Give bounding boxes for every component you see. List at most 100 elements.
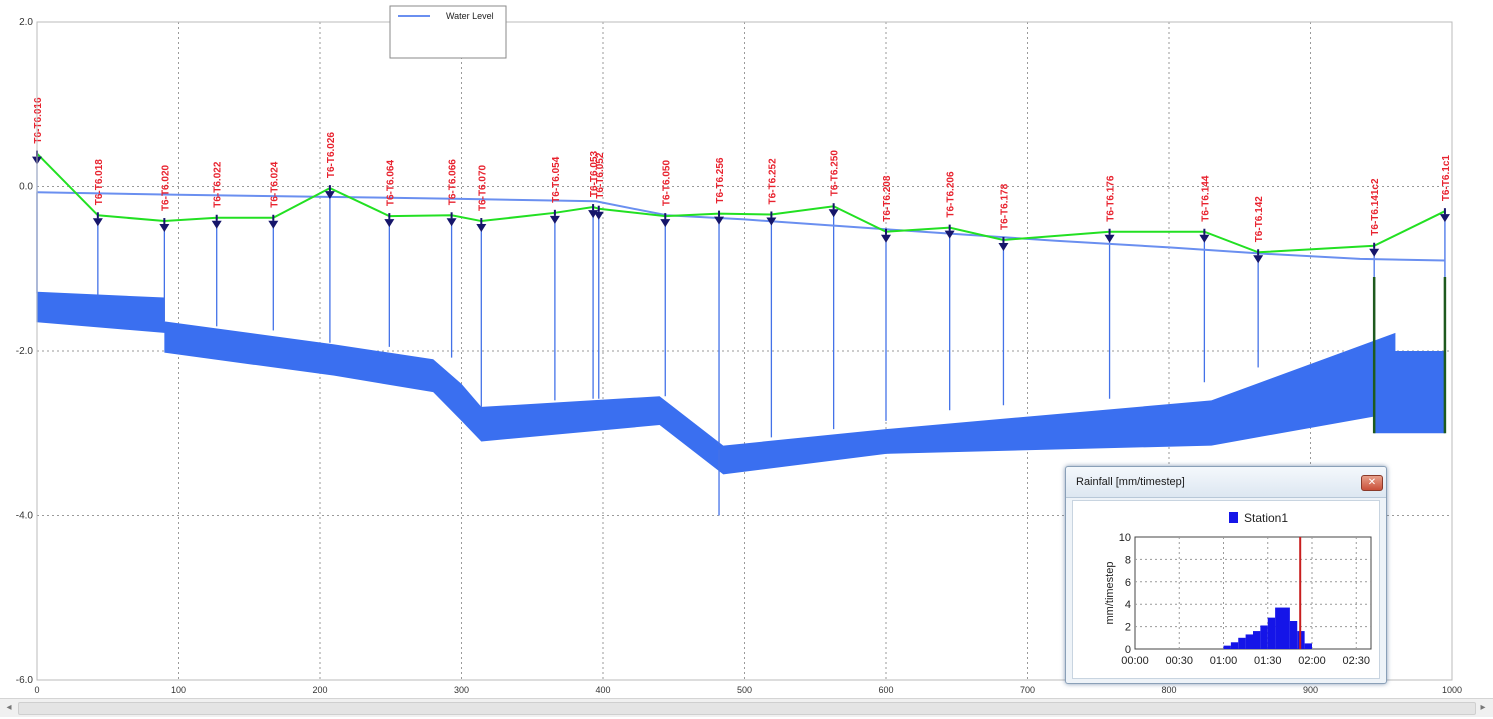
rainfall-bar — [1260, 625, 1268, 649]
node-label: T6-T6.141c2 — [1370, 178, 1381, 236]
rainfall-x-tick-label: 02:30 — [1342, 655, 1370, 667]
rainfall-chart-area: 0 2 4 6 8 10 00:00 00:30 01:00 01:30 02:00 02:30 Sta… — [1072, 500, 1380, 679]
scroll-left-arrow-icon[interactable]: ◂ — [6, 702, 12, 713]
rainfall-bar — [1304, 643, 1312, 649]
node-label: T6-T6.053 — [589, 150, 600, 197]
node-label: T6-T6.018 — [94, 159, 105, 206]
rainfall-legend-swatch — [1229, 512, 1238, 523]
node-marker-icon[interactable] — [1369, 248, 1380, 257]
x-tick-label: 700 — [1020, 685, 1035, 695]
node-label: T6-T6.252 — [767, 158, 778, 205]
node-marker-icon[interactable] — [549, 215, 560, 224]
scroll-right-arrow-icon[interactable]: ▸ — [1480, 702, 1486, 713]
horizontal-scrollbar[interactable]: ◂ ▸ — [0, 698, 1493, 717]
rainfall-x-tick-label: 02:00 — [1298, 655, 1326, 667]
node-marker-icon[interactable] — [998, 242, 1009, 251]
node-marker-icon[interactable] — [593, 211, 604, 220]
x-tick-label: 800 — [1161, 685, 1176, 695]
y-tick-label: 2.0 — [19, 17, 33, 28]
node-label: T6-T6.070 — [477, 164, 488, 211]
node-marker-icon[interactable] — [944, 230, 955, 239]
node-marker-icon[interactable] — [92, 218, 103, 227]
x-tick-label: 0 — [34, 685, 39, 695]
node-marker-icon[interactable] — [1439, 214, 1450, 223]
rainfall-y-tick-label: 10 — [1119, 532, 1131, 544]
profile-legend: Water Level — [389, 5, 507, 59]
scrollbar-thumb[interactable] — [18, 702, 1476, 715]
node-marker-icon[interactable] — [268, 220, 279, 229]
node-labels: T6-T6.016 T6-T6.018 T6-T6.020 T6-T6.022 T6-T… — [33, 97, 1452, 242]
rainfall-legend-label: Station1 — [1244, 511, 1288, 525]
node-marker-icon[interactable] — [881, 234, 891, 243]
rainfall-window[interactable]: Rainfall [mm/timestep] ✕ 0 2 4 6 8 10 00:00 00:… — [1065, 466, 1387, 684]
node-marker-icon[interactable] — [1104, 234, 1115, 243]
x-tick-label: 200 — [312, 685, 327, 695]
y-tick-label: -6.0 — [16, 675, 34, 686]
rainfall-x-tick-label: 00:00 — [1121, 655, 1149, 667]
node-marker-icon[interactable] — [384, 219, 395, 228]
rainfall-chart: 0 2 4 6 8 10 00:00 00:30 01:00 01:30 02:00 02:30 Sta… — [1104, 511, 1372, 667]
close-icon[interactable]: ✕ — [1361, 475, 1383, 491]
rainfall-window-titlebar[interactable]: Rainfall [mm/timestep] ✕ — [1066, 467, 1386, 498]
x-tick-label: 500 — [737, 685, 752, 695]
rainfall-y-tick-label: 8 — [1125, 554, 1131, 566]
rainfall-bar — [1267, 617, 1276, 649]
y-tick-label: -2.0 — [16, 346, 34, 357]
rainfall-bar — [1238, 637, 1246, 649]
node-label: T6-T6.054 — [551, 156, 562, 203]
legend-water-level-label: Water Level — [446, 11, 494, 21]
node-label: T6-T6.250 — [830, 150, 841, 197]
node-label: T6-T6.064 — [385, 160, 396, 207]
node-label: T6-T6.256 — [715, 157, 726, 204]
node-markers — [32, 150, 1450, 264]
ground-level-line — [36, 152, 1446, 254]
node-marker-icon[interactable] — [714, 216, 725, 225]
rainfall-bar — [1245, 634, 1253, 649]
node-label: T6-T6.016 — [33, 97, 44, 144]
node-marker-icon[interactable] — [1199, 234, 1210, 243]
rainfall-window-title: Rainfall [mm/timestep] — [1076, 476, 1185, 488]
rainfall-x-tick-label: 00:30 — [1165, 655, 1193, 667]
node-label: T6-T6.206 — [946, 171, 957, 218]
rainfall-bar — [1275, 607, 1283, 649]
node-marker-icon[interactable] — [828, 209, 839, 218]
node-marker-icon[interactable] — [159, 224, 170, 233]
water-level-line — [36, 191, 1445, 262]
node-label: T6-T6.144 — [1200, 175, 1211, 222]
rainfall-y-axis-label: mm/timestep — [1104, 562, 1116, 625]
node-marker-icon[interactable] — [446, 218, 457, 227]
node-marker-icon[interactable] — [324, 191, 335, 200]
node-label: T6-T6.1c1 — [1441, 155, 1452, 202]
x-tick-label: 400 — [595, 685, 610, 695]
node-label: T6-T6.026 — [326, 132, 337, 179]
x-tick-label: 600 — [878, 685, 893, 695]
node-marker-icon[interactable] — [660, 219, 671, 228]
y-tick-label: -4.0 — [16, 511, 34, 522]
x-tick-label: 100 — [171, 685, 186, 695]
rainfall-y-tick-label: 6 — [1125, 577, 1131, 589]
node-label: T6-T6.178 — [999, 183, 1010, 230]
rainfall-y-tick-label: 0 — [1125, 644, 1131, 656]
y-tick-label: 0.0 — [19, 182, 33, 193]
node-label: T6-T6.176 — [1106, 175, 1117, 222]
node-label: T6-T6.066 — [448, 159, 459, 206]
rainfall-y-tick-label: 2 — [1125, 622, 1131, 634]
node-label: T6-T6.024 — [269, 161, 280, 208]
pipe-band — [37, 291, 1396, 475]
node-marker-icon[interactable] — [766, 217, 777, 226]
node-marker-icon[interactable] — [1253, 255, 1264, 264]
profile-lines — [36, 152, 1446, 262]
node-label: T6-T6.208 — [882, 175, 893, 222]
rainfall-x-tick-label: 01:00 — [1210, 655, 1238, 667]
outfall-box — [1374, 351, 1445, 434]
rainfall-bar — [1289, 621, 1298, 649]
pipe-invert-band — [37, 276, 1447, 475]
legend-box — [389, 5, 507, 59]
node-marker-icon[interactable] — [476, 224, 487, 233]
plot-frame — [36, 21, 1453, 681]
rainfall-x-tick-label: 01:30 — [1254, 655, 1282, 667]
manhole-structures — [36, 153, 1446, 516]
longitudinal-profile-chart[interactable]: T6-T6.016 T6-T6.018 T6-T6.020 T6-T6.022 T6-T… — [0, 0, 1493, 698]
node-marker-icon[interactable] — [211, 220, 222, 229]
node-label: T6-T6.142 — [1254, 196, 1265, 243]
